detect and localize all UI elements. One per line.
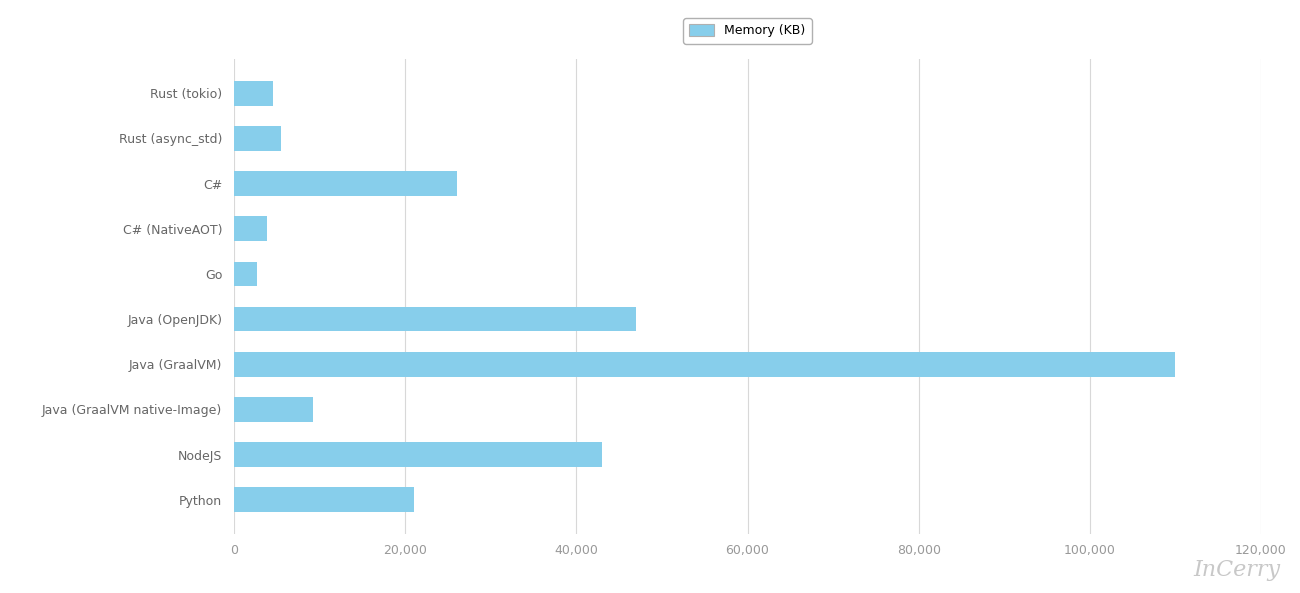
Bar [234,307,636,331]
Bar [234,81,273,106]
Bar [234,216,266,241]
Bar [234,171,456,196]
Legend: Memory (KB): Memory (KB) [682,18,812,44]
Bar [234,442,602,467]
Bar [234,397,313,422]
Text: InCerry: InCerry [1193,559,1280,581]
Bar [234,262,257,286]
Bar [234,487,413,512]
Bar [234,352,1175,377]
Bar [234,126,281,151]
